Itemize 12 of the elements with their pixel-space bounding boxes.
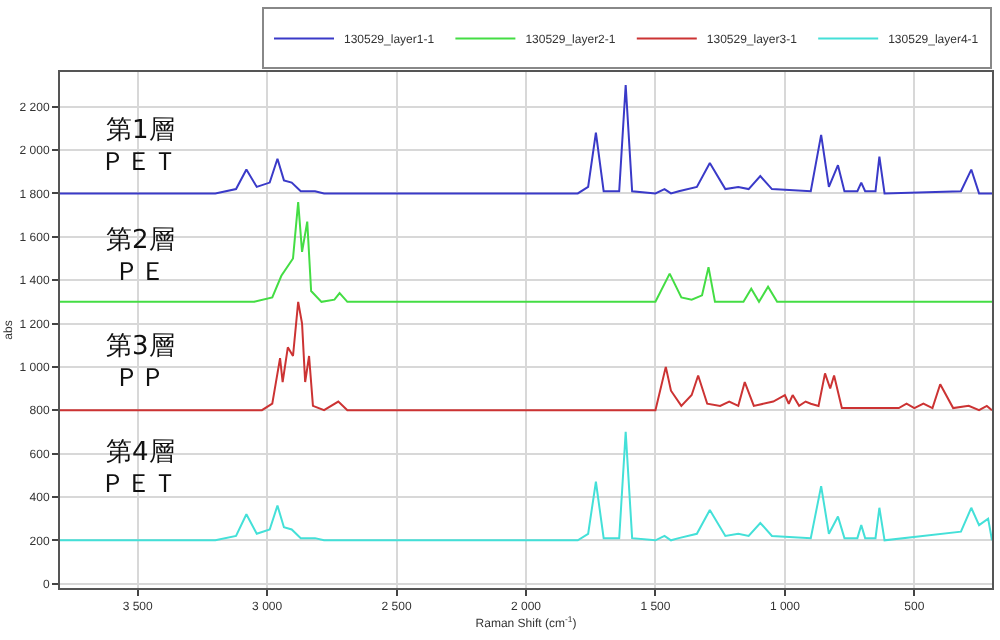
annotation: 第1層 [106,116,175,146]
annotation: 第2層 [106,226,175,256]
line-series [60,300,992,412]
line-series [60,201,992,303]
annotation: 第3層 [106,332,175,362]
annotation: ＰＥＴ [100,470,178,500]
annotation: ＰＥ [114,258,166,288]
line-series [60,430,992,542]
annotation: ＰＰ [114,364,166,394]
annotation: ＰＥＴ [100,148,178,178]
annotation: 第4層 [106,438,175,468]
line-series [60,84,992,195]
